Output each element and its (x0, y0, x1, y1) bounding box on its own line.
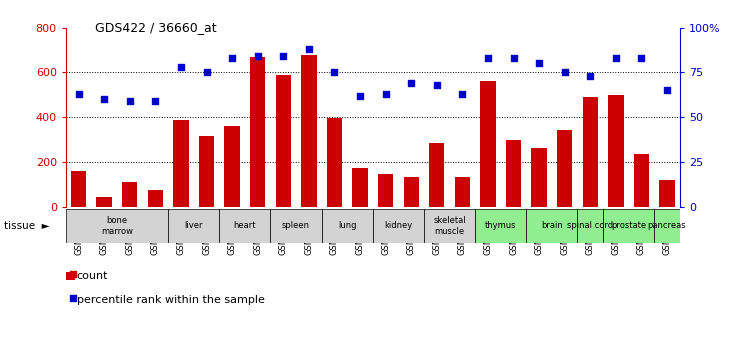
Point (328, 70, 340, 75)
Point (200, 70, 212, 75)
Point (456, 91, 468, 97)
Point (149, 98, 161, 104)
Bar (168, 209, 219, 243)
Bar (608, 95, 624, 207)
Text: spleen: spleen (282, 221, 310, 230)
Point (167, 209, 178, 214)
Bar (659, 180, 675, 207)
Bar (199, 136, 214, 207)
Point (380, 91, 392, 97)
Text: skeletal
muscle: skeletal muscle (433, 216, 466, 236)
Text: thymus: thymus (485, 221, 517, 230)
Bar (654, 209, 680, 243)
Point (98, 97, 110, 102)
Bar (250, 57, 265, 207)
Text: GDS422 / 36660_at: GDS422 / 36660_at (95, 21, 216, 34)
Point (661, 88, 673, 93)
Point (354, 93, 366, 99)
Bar (327, 118, 342, 207)
Bar (66, 209, 168, 243)
Point (167, 233, 178, 238)
Bar (531, 148, 547, 207)
Point (482, 55, 493, 61)
Bar (583, 97, 598, 207)
Bar (352, 168, 368, 207)
Bar (404, 177, 419, 207)
Bar (270, 209, 322, 243)
Bar (322, 209, 373, 243)
Bar (429, 143, 444, 207)
Point (226, 55, 238, 61)
Bar (526, 209, 577, 243)
Bar (71, 171, 86, 207)
Text: lung: lung (338, 221, 357, 230)
Bar (634, 154, 649, 207)
Text: spinal cord: spinal cord (567, 221, 613, 230)
Bar (455, 177, 470, 207)
Point (558, 70, 570, 75)
Point (303, 46, 314, 52)
Bar (148, 190, 163, 207)
Bar (378, 175, 393, 207)
Text: pancreas: pancreas (648, 221, 686, 230)
Point (124, 98, 136, 104)
Bar (506, 140, 521, 207)
Bar (475, 209, 526, 243)
Text: brain: brain (541, 221, 563, 230)
Text: kidney: kidney (385, 221, 412, 230)
Point (584, 73, 596, 79)
Point (251, 53, 263, 59)
Bar (301, 55, 317, 207)
Bar (122, 182, 137, 207)
Bar (577, 209, 603, 243)
Text: count: count (77, 271, 108, 281)
Text: tissue  ►: tissue ► (4, 221, 49, 231)
Point (507, 55, 519, 61)
Text: prostate: prostate (611, 221, 646, 230)
Point (635, 55, 647, 61)
Bar (557, 130, 572, 207)
Text: bone
marrow: bone marrow (101, 216, 133, 236)
Bar (480, 81, 496, 207)
Bar (224, 126, 240, 207)
Point (610, 55, 621, 61)
Point (277, 53, 289, 59)
Point (73, 91, 84, 97)
Point (431, 82, 442, 88)
Point (533, 61, 545, 66)
Bar (219, 209, 270, 243)
Bar (173, 119, 189, 207)
Bar (373, 209, 424, 243)
Bar (276, 75, 291, 207)
Text: heart: heart (234, 221, 256, 230)
Bar (96, 197, 112, 207)
Point (405, 80, 417, 86)
Bar (424, 209, 475, 243)
Text: percentile rank within the sample: percentile rank within the sample (77, 295, 265, 305)
Text: liver: liver (184, 221, 203, 230)
Point (175, 64, 186, 70)
Bar (603, 209, 654, 243)
